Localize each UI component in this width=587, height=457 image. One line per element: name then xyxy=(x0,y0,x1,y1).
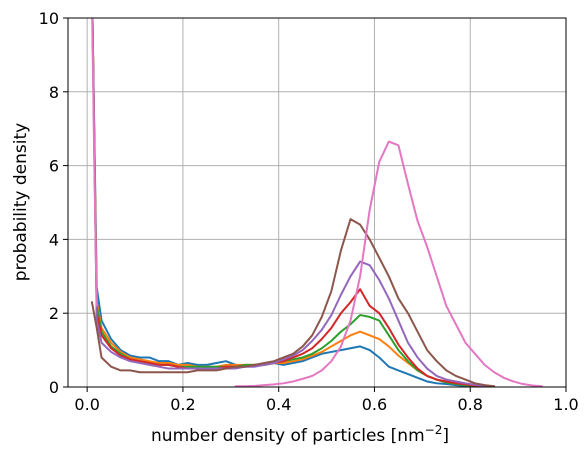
series-line-1 xyxy=(91,18,496,387)
x-axis-label: number density of particles [nm−2] xyxy=(151,423,449,446)
x-tick-label: 0.2 xyxy=(170,395,195,414)
x-tick-label: 0.6 xyxy=(362,395,387,414)
x-tick-label: 1.0 xyxy=(553,395,578,414)
series-line-2 xyxy=(91,18,496,387)
x-axis: 0.0 0.2 0.4 0.6 0.8 1.0 xyxy=(74,387,579,414)
x-tick-label: 0.4 xyxy=(266,395,291,414)
y-axis-label: probability density xyxy=(11,123,31,281)
y-axis: 0 2 4 6 8 10 xyxy=(39,9,68,397)
series-line-5 xyxy=(91,18,496,387)
y-tick-label: 4 xyxy=(49,230,59,249)
series-line-6 xyxy=(90,218,496,387)
x-tick-label: 0.0 xyxy=(74,395,99,414)
y-tick-label: 6 xyxy=(49,157,59,176)
series-line-7 xyxy=(234,140,544,387)
grid xyxy=(68,17,567,388)
x-tick-label: 0.8 xyxy=(458,395,483,414)
y-tick-label: 8 xyxy=(49,83,59,102)
series-line-4 xyxy=(91,18,496,387)
y-tick-label: 10 xyxy=(39,9,59,28)
series-line-3 xyxy=(91,18,496,387)
plot-area xyxy=(90,18,544,387)
y-tick-label: 2 xyxy=(49,304,59,323)
axes-frame xyxy=(67,17,567,388)
y-tick-label: 0 xyxy=(49,378,59,397)
series-line-8 xyxy=(91,18,98,307)
